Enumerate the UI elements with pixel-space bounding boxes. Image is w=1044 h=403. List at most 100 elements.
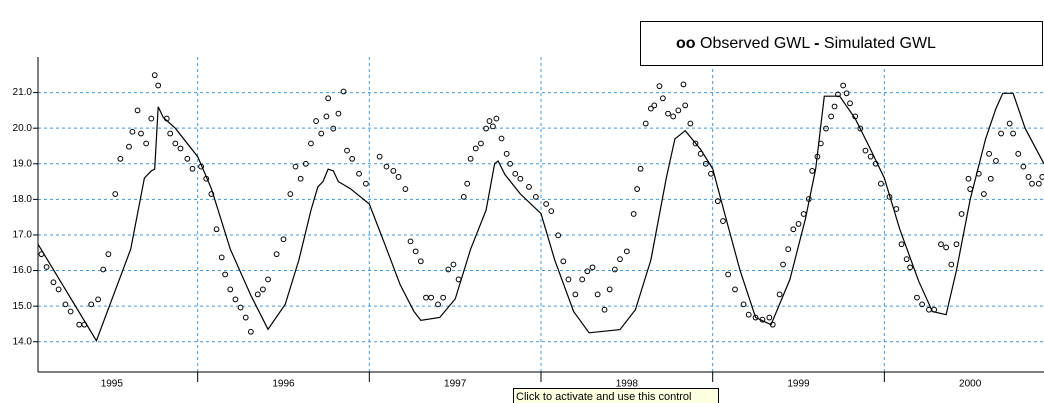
observed-point: [656, 83, 663, 90]
observed-point: [680, 81, 687, 88]
legend-marker: oo: [676, 35, 696, 52]
observed-point: [606, 286, 613, 293]
observed-point: [986, 150, 992, 157]
observed-point: [1020, 163, 1027, 170]
observed-point: [340, 88, 347, 95]
observed-point: [184, 155, 191, 162]
observed-point: [325, 95, 332, 102]
y-tick-label: 19.0: [13, 158, 33, 169]
observed-point: [62, 301, 69, 308]
observed-point: [138, 130, 144, 137]
observed-point: [665, 110, 671, 117]
observed-point: [601, 306, 608, 313]
observed-point: [126, 143, 132, 150]
observed-point: [938, 241, 944, 248]
observed-point: [177, 145, 184, 152]
observed-point: [349, 155, 356, 162]
observed-point: [647, 105, 654, 112]
observed-point: [143, 140, 150, 147]
observed-point: [776, 291, 783, 298]
observed-point: [981, 191, 987, 197]
observed-point: [67, 308, 74, 315]
observed-point: [862, 147, 869, 154]
axes: 14.0 15.0 16.0 17.0 18.0 19.0 20.0 21.0 1995 1996…: [13, 87, 982, 389]
observed-point: [105, 251, 112, 258]
observed-point: [903, 256, 910, 263]
observed-point: [634, 186, 641, 192]
legend-label: Observed GWL: [700, 35, 810, 52]
observed-point: [907, 264, 913, 271]
observed-point: [273, 251, 280, 258]
observed-point: [898, 241, 905, 248]
observed-point: [112, 191, 119, 197]
observed-point: [356, 170, 362, 177]
observed-point: [344, 147, 350, 154]
observed-point: [543, 201, 550, 207]
observed-point: [222, 271, 229, 278]
observed-point: [752, 314, 759, 321]
observed-point: [383, 163, 390, 170]
observed-point: [555, 232, 562, 239]
x-tick-label: 1996: [272, 379, 295, 390]
observed-point: [308, 140, 314, 147]
observed-point: [617, 256, 623, 263]
observed-point: [953, 241, 960, 248]
observed-point: [740, 301, 747, 308]
observed-point: [642, 120, 649, 127]
observed-point: [265, 276, 271, 283]
observed-point: [584, 268, 591, 275]
observed-point: [498, 135, 505, 142]
observed-point: [630, 211, 637, 217]
observed-point: [795, 221, 802, 227]
observed-point: [831, 103, 838, 110]
observed-point: [548, 208, 555, 215]
observed-point: [682, 102, 689, 109]
observed-point: [232, 296, 239, 303]
y-tick-label: 14.0: [13, 336, 33, 347]
observed-point: [958, 211, 965, 217]
observed-point: [95, 296, 101, 303]
observed-point: [129, 128, 136, 135]
observed-point: [50, 279, 57, 286]
observed-point: [594, 291, 601, 298]
y-tick-label: 15.0: [13, 301, 33, 312]
observed-point: [440, 294, 447, 301]
tooltip[interactable]: Click to activate and use this control: [516, 391, 691, 403]
x-tick-label: 1995: [101, 379, 124, 390]
observed-point: [302, 160, 309, 167]
observed-point: [483, 125, 489, 132]
x-tick-label: 2000: [959, 379, 982, 390]
observed-point: [189, 165, 196, 172]
observed-point: [395, 174, 402, 180]
observed-point: [847, 100, 853, 107]
observed-point: [464, 180, 471, 187]
observed-point: [460, 193, 467, 200]
observed-point: [828, 113, 835, 120]
observed-point: [780, 261, 786, 268]
observed-point: [512, 170, 519, 177]
observed-point: [785, 246, 792, 253]
observed-point: [732, 286, 738, 293]
observed-point: [1006, 120, 1013, 127]
observed-point: [287, 191, 294, 197]
observed-point: [948, 261, 955, 268]
observed-point: [823, 125, 829, 132]
observed-point: [560, 258, 567, 265]
x-tick-label: 1999: [787, 379, 810, 390]
observed-point: [790, 226, 797, 233]
tooltip-box[interactable]: [513, 388, 719, 403]
observed-point: [213, 226, 220, 233]
y-tick-label: 16.0: [13, 265, 33, 276]
observed-point: [467, 155, 474, 162]
observed-point: [88, 301, 95, 308]
observed-point: [914, 294, 920, 301]
x-tick-label: 1998: [616, 379, 639, 390]
observed-point: [55, 286, 62, 293]
observed-point: [708, 170, 714, 177]
observed-point: [993, 158, 999, 164]
observed-point: [857, 125, 864, 132]
observed-point: [151, 72, 158, 79]
observed-point: [1010, 130, 1016, 137]
x-tick-label: 1997: [444, 379, 467, 390]
